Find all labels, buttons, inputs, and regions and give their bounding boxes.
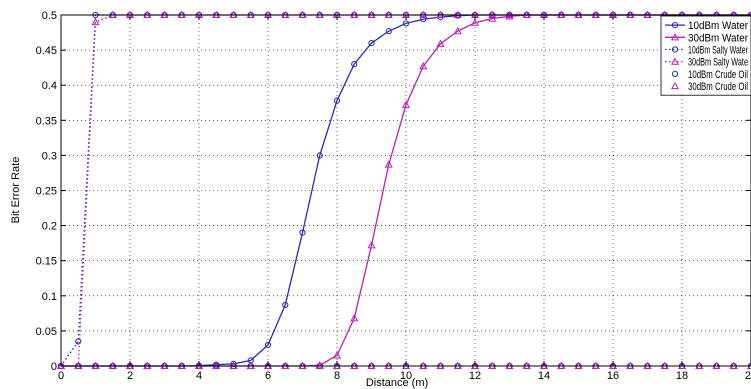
y-tick-label: 0.4	[42, 80, 57, 92]
legend-marker	[671, 46, 679, 53]
legend-label: 30dBm Salty Wate	[688, 57, 748, 69]
data-point	[75, 338, 82, 345]
legend-label: 30dBm Water	[688, 32, 748, 44]
data-point	[350, 314, 359, 322]
data-point	[282, 301, 289, 309]
data-point	[401, 100, 411, 108]
y-tick-label: 0.3	[42, 150, 57, 162]
legend-box	[660, 15, 751, 96]
x-tick-label: 18	[676, 370, 688, 382]
y-tick-label: 0	[51, 361, 57, 373]
x-tick-label: 10	[400, 370, 412, 382]
x-tick-label: 8	[334, 370, 340, 382]
data-point	[488, 14, 497, 22]
data-point	[384, 160, 393, 168]
data-point	[316, 152, 323, 159]
data-point	[332, 351, 342, 359]
x-tick-label: 14	[538, 370, 550, 382]
data-point	[264, 341, 272, 349]
legend-item: 30dBm Water	[665, 32, 748, 44]
legend-marker	[671, 22, 679, 29]
legend-label: 10dBm Salty Water	[688, 45, 748, 57]
x-tick-label: 6	[265, 370, 271, 382]
data-point	[299, 229, 306, 236]
data-point	[453, 26, 462, 35]
data-point	[470, 18, 480, 26]
x-tick-label: 4	[196, 370, 202, 382]
legend-item: 10dBm Salty Water	[665, 45, 748, 57]
data-point	[351, 61, 358, 68]
data-point	[368, 39, 375, 47]
legend-item: 30dBm Crude Oil	[670, 81, 748, 93]
x-axis-label: Distance (m)	[366, 377, 428, 389]
data-point	[333, 97, 341, 104]
grid-lines	[61, 15, 751, 366]
legend-marker	[671, 70, 679, 78]
legend-item: 10dBm Crude Oil	[671, 69, 748, 81]
legend-label: 10dBm Water	[688, 20, 748, 32]
data-point	[436, 39, 445, 47]
legend-item: 10dBm Water	[665, 20, 748, 32]
x-tick-label: 20	[745, 370, 751, 382]
data-point	[385, 28, 392, 35]
data-point	[91, 17, 100, 26]
x-tick-label: 0	[58, 370, 64, 382]
x-tick-label: 12	[469, 370, 481, 382]
y-tick-label: 0.25	[36, 186, 57, 198]
data-point	[420, 16, 427, 23]
legend-marker	[670, 57, 680, 65]
x-tick-label: 16	[607, 370, 619, 382]
y-tick-label: 0.5	[42, 10, 57, 22]
y-tick-label: 0.2	[42, 221, 57, 233]
data-point	[505, 12, 514, 20]
y-tick-label: 0.1	[42, 291, 57, 303]
legend-label: 30dBm Crude Oil	[688, 81, 748, 93]
y-tick-label: 0.15	[36, 256, 57, 268]
data-point	[419, 62, 428, 70]
y-axis-label: Bit Error Rate	[10, 157, 22, 224]
legend-item: 30dBm Salty Wate	[665, 57, 748, 69]
legend-marker	[670, 33, 680, 41]
axis-ticks: 0 2 4 6 8 10 12 14 16 18 20 0 0.05 0.1 0.15 0.2 0.25 0.3 0…	[36, 10, 751, 382]
data-point	[367, 241, 376, 249]
data-point	[402, 20, 410, 27]
legend-label: 10dBm Crude Oil	[688, 69, 748, 81]
y-tick-label: 0.35	[36, 115, 57, 127]
y-tick-label: 0.05	[36, 326, 57, 338]
legend-marker	[670, 81, 680, 90]
x-tick-label: 2	[127, 370, 133, 382]
y-tick-label: 0.45	[36, 45, 57, 57]
